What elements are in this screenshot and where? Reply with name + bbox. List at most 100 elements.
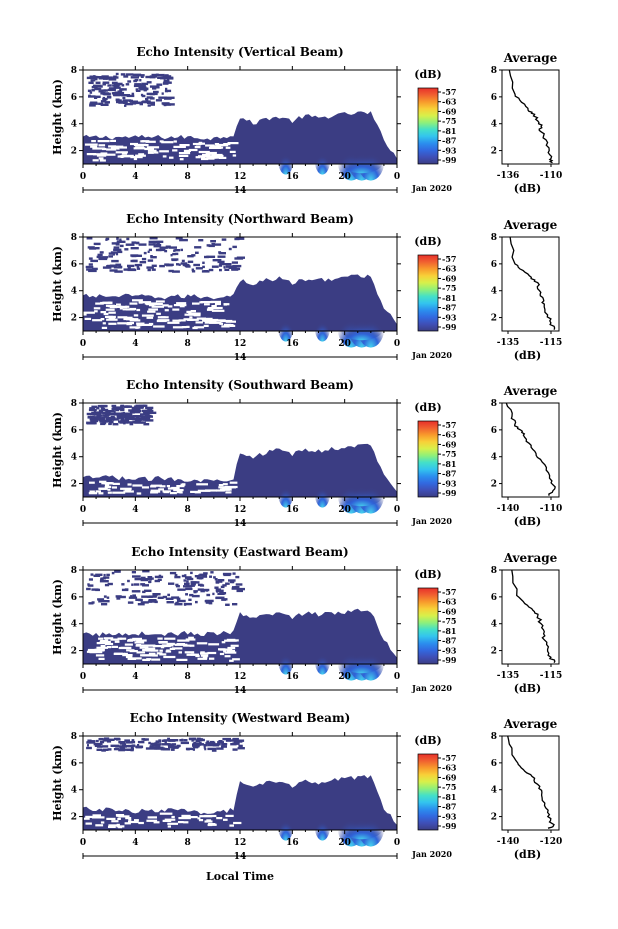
echo-speckle (206, 740, 210, 743)
y-tick-label: 4 (71, 120, 77, 130)
echo-gap (84, 143, 98, 146)
average-xlabel: (dB) (514, 682, 541, 695)
echo-gap (205, 144, 215, 147)
echo-gap (126, 488, 130, 491)
echo-speckle (147, 408, 153, 411)
echo-speckle (200, 589, 205, 593)
echo-gap (89, 490, 95, 493)
echo-gap (167, 321, 180, 324)
echo-speckle (97, 417, 101, 421)
avg-y-tick-label: 4 (491, 620, 497, 630)
echo-speckle (222, 263, 232, 266)
echo-gap (140, 654, 151, 657)
echo-speckle (207, 747, 217, 751)
echo-speckle (199, 741, 202, 744)
echo-speckle (142, 416, 145, 419)
echo-gap (110, 638, 120, 641)
echo-gap (106, 148, 117, 151)
echo-speckle (154, 600, 158, 604)
echo-speckle (232, 738, 239, 741)
echo-speckle (114, 270, 123, 273)
avg-x-tick-label: -135 (497, 338, 520, 348)
echo-speckle (101, 406, 104, 410)
colorbar-tick-label: -81 (442, 293, 456, 303)
average-xlabel: (dB) (514, 182, 541, 195)
echo-gap (136, 651, 146, 654)
echo-gap (146, 316, 154, 319)
echo-gap (214, 143, 220, 146)
echo-gap (83, 313, 87, 316)
colorbar-unit: (dB) (414, 68, 441, 81)
echo-gap (199, 815, 213, 818)
echo-gap (198, 141, 203, 144)
avg-y-tick-label: 4 (491, 453, 497, 463)
echo-speckle (196, 576, 204, 580)
echo-gap (132, 299, 143, 302)
echo-speckle (99, 740, 105, 744)
echo-speckle (189, 737, 197, 741)
echo-speckle (157, 242, 160, 245)
echo-gap (164, 819, 169, 822)
avg-y-tick-label: 8 (491, 233, 497, 243)
echo-gap (209, 321, 222, 324)
echo-speckle (140, 413, 144, 416)
echo-speckle (148, 580, 151, 584)
echo-speckle (96, 414, 103, 417)
echo-gap (172, 308, 180, 311)
echo-speckle (96, 739, 99, 743)
echo-gap (95, 490, 101, 493)
echo-gap (122, 308, 127, 311)
echo-gap (116, 823, 120, 826)
echo-gap (134, 146, 144, 149)
echo-speckle (95, 76, 102, 79)
echo-gap (189, 318, 199, 321)
echo-gap (147, 151, 154, 154)
echo-speckle (107, 84, 112, 87)
echo-gap (209, 657, 215, 660)
heatmap-title: Echo Intensity (Vertical Beam) (136, 45, 343, 59)
echo-gap (186, 325, 190, 328)
echo-speckle (98, 738, 103, 741)
echo-gap (140, 323, 153, 326)
echo-gap (158, 641, 168, 644)
echo-speckle (168, 743, 176, 746)
echo-speckle (93, 410, 96, 414)
echo-gap (118, 815, 130, 818)
echo-gap (136, 324, 142, 327)
echo-gap (151, 305, 164, 308)
echo-speckle (232, 603, 238, 606)
echo-speckle (85, 265, 94, 269)
echo-gap (116, 303, 121, 306)
avg-x-tick-label: -140 (497, 837, 520, 847)
echo-speckle (90, 79, 96, 82)
echo-speckle (118, 741, 126, 744)
echo-gap (122, 654, 133, 657)
echo-speckle (184, 739, 188, 742)
echo-gap (107, 491, 112, 494)
y-tick-label: 8 (71, 732, 77, 742)
colorbar-tick-label: -75 (442, 283, 456, 293)
echo-speckle (136, 265, 140, 268)
echo-gap (103, 637, 114, 640)
echo-gap (130, 142, 138, 146)
echo-speckle (150, 255, 153, 258)
echo-speckle (202, 261, 205, 264)
echo-speckle (133, 79, 137, 83)
echo-speckle (151, 268, 156, 271)
echo-gap (188, 636, 194, 639)
avg-x-tick-label: -135 (497, 671, 520, 681)
echo-gap (90, 145, 98, 148)
avg-y-tick-label: 6 (491, 93, 497, 103)
echo-gap (216, 319, 226, 322)
echo-speckle (137, 603, 145, 606)
echo-gap (107, 305, 117, 308)
echo-speckle (181, 259, 185, 263)
echo-speckle (137, 409, 142, 413)
echo-speckle (106, 573, 110, 577)
echo-speckle (218, 740, 223, 743)
avg-x-tick-label: -140 (497, 504, 520, 514)
echo-speckle (218, 252, 226, 255)
echo-speckle (165, 743, 169, 746)
date-label: 14 (234, 186, 247, 196)
echo-speckle (88, 408, 97, 412)
